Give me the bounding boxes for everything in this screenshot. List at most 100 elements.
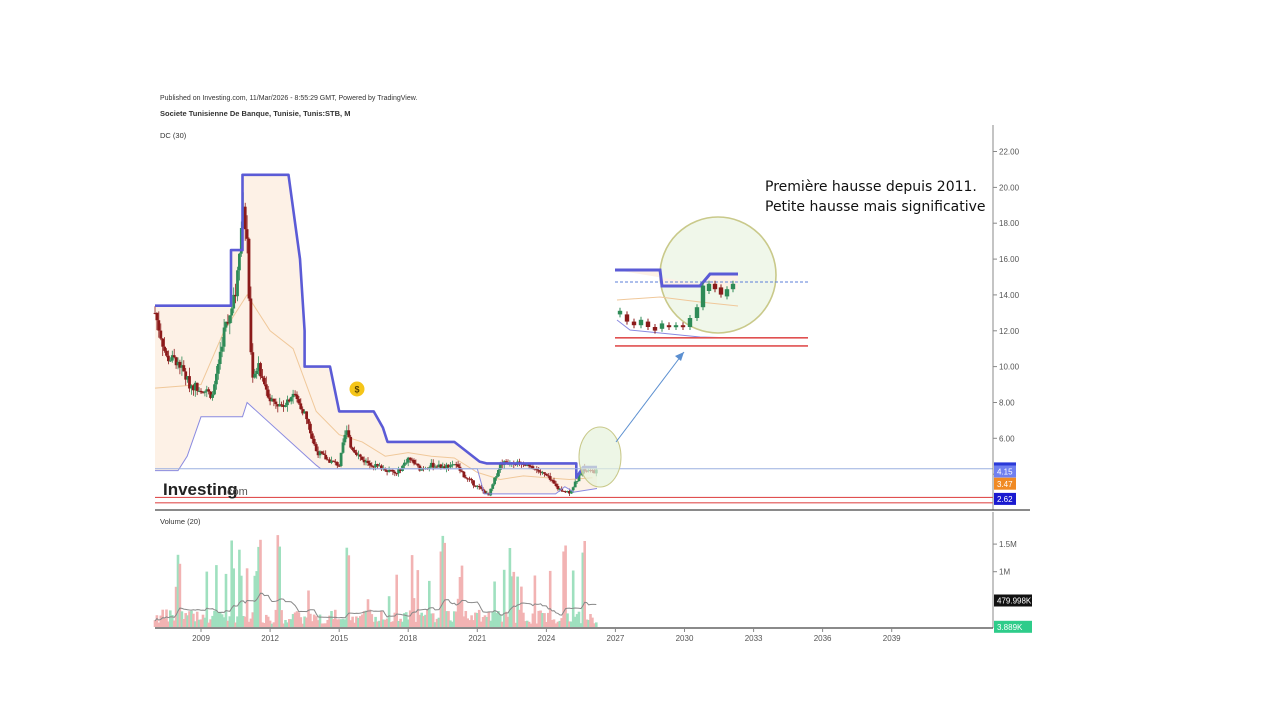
candle-body <box>441 466 445 468</box>
candle-body <box>218 351 222 364</box>
volume-bar <box>573 616 577 627</box>
volume-bar <box>562 551 565 627</box>
volume-bar <box>282 623 285 627</box>
candle-body <box>433 466 437 468</box>
volume-bar <box>341 618 345 627</box>
volume-bar <box>437 617 441 627</box>
candle-body <box>264 384 268 390</box>
inset-candle-body <box>673 325 679 328</box>
volume-bar <box>370 614 374 627</box>
volume-bar <box>476 613 479 627</box>
volume-bar <box>284 620 287 627</box>
zoom-inset <box>615 216 808 347</box>
candle-body <box>163 346 166 351</box>
volume-bar <box>339 619 343 627</box>
volume-bar <box>263 623 266 627</box>
candle-body <box>472 480 475 486</box>
candle-body <box>491 484 495 489</box>
time-tick-label: 2030 <box>676 634 694 643</box>
candle-body <box>228 315 232 324</box>
volume-label-text: 3.889K <box>997 623 1023 632</box>
candle-body <box>564 491 567 493</box>
candle-body <box>232 294 236 309</box>
candle-body <box>475 486 479 487</box>
candle-body <box>289 397 293 402</box>
candle-body <box>560 488 564 491</box>
price-tick-label: 12.00 <box>999 327 1020 336</box>
volume-bar <box>500 621 504 627</box>
candle-body <box>479 487 483 489</box>
volume-bar <box>171 615 174 627</box>
volume-bar <box>165 609 168 627</box>
candle-body <box>266 389 270 398</box>
volume-bar <box>203 617 207 627</box>
volume-label-text: 479.998K <box>997 597 1032 606</box>
volume-bar <box>543 613 546 627</box>
volume-bar <box>506 616 510 627</box>
candle-body <box>295 394 299 399</box>
volume-bar <box>435 618 439 627</box>
candle-body <box>186 376 189 380</box>
candle-body <box>546 475 550 477</box>
volume-bar <box>357 617 360 627</box>
published-line: Published on Investing.com, 11/Mar/2026 … <box>160 95 417 102</box>
candle-body <box>535 468 539 471</box>
volume-bar <box>194 621 197 627</box>
volume-bar <box>328 615 331 627</box>
candle-body <box>170 355 174 361</box>
breakout-circle <box>578 426 622 488</box>
candle-body <box>278 404 282 407</box>
volume-bar <box>550 620 554 627</box>
volume-bar <box>420 612 423 627</box>
candle-body <box>190 385 193 389</box>
candle-body <box>339 452 343 466</box>
volume-axis-labels: 479.998K 3.889K <box>994 594 1032 633</box>
price-tick-label: 14.00 <box>999 291 1020 300</box>
volume-bar <box>347 555 351 627</box>
candle-body <box>326 459 330 461</box>
candle-body <box>364 460 368 463</box>
volume-bar <box>466 618 469 627</box>
volume-bar <box>462 616 466 627</box>
candle-body <box>193 382 197 391</box>
volume-bar <box>495 612 498 627</box>
price-axis-labels: 4.324.153.472.62 <box>994 462 1016 505</box>
candle-body <box>337 465 341 467</box>
candle-body <box>349 436 353 448</box>
donchian-fill-area <box>155 174 597 494</box>
volume-bar <box>211 615 214 627</box>
dividend-icon[interactable]: $ <box>349 381 365 397</box>
time-tick-label: 2036 <box>814 634 832 643</box>
volume-bar <box>280 610 283 627</box>
candle-body <box>550 479 554 481</box>
volume-bar <box>401 621 404 627</box>
candle-body <box>165 350 168 356</box>
candle-body <box>527 464 531 467</box>
volume-bar <box>499 614 502 627</box>
price-tick-label: 6.00 <box>999 434 1015 443</box>
volume-bar <box>320 623 324 627</box>
time-tick-label: 2021 <box>468 634 486 643</box>
candle-body <box>410 459 414 461</box>
donchian-band-fill <box>155 174 597 494</box>
volume-bar <box>172 620 176 627</box>
volume-bar <box>391 621 395 627</box>
volume-tick-label: 1.5M <box>999 540 1017 549</box>
volume-label-box <box>994 594 1032 607</box>
candle-body <box>464 477 468 479</box>
candle-body <box>335 462 339 466</box>
volume-axis-ticks: 1.5M 1M <box>993 540 1017 577</box>
arrow-head <box>675 352 684 361</box>
volume-ma-path <box>154 592 597 622</box>
volume-bar <box>537 610 540 627</box>
candle-body <box>445 464 448 469</box>
volume-bar <box>593 623 596 627</box>
candle-body <box>362 459 366 463</box>
volume-bar <box>374 616 377 627</box>
candle-body <box>451 464 454 466</box>
volume-bar <box>470 615 473 627</box>
volume-bar <box>169 610 172 627</box>
volume-bar <box>215 565 218 627</box>
candle-body <box>554 483 558 486</box>
volume-bar <box>426 609 429 627</box>
